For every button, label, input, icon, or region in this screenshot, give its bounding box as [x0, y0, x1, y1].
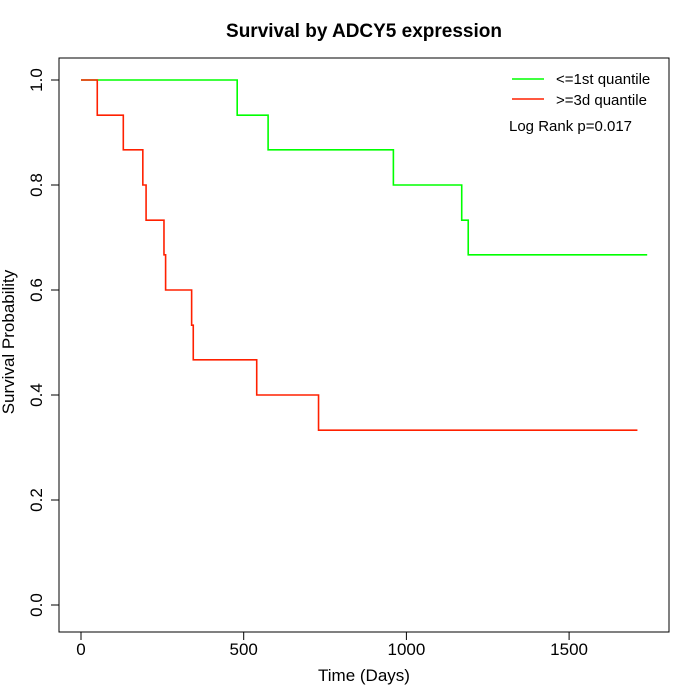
chart-title: Survival by ADCY5 expression: [226, 21, 502, 42]
y-axis-label: Survival Probability: [0, 269, 18, 414]
series-line-lower-quantile: [81, 79, 648, 256]
x-axis-label: Time (Days): [318, 666, 410, 685]
y-tick-label: 0.6: [27, 278, 46, 302]
x-tick-label: 1000: [387, 640, 425, 659]
y-tick-label: 0.8: [27, 173, 46, 197]
series-line-upper-quantile: [81, 79, 638, 431]
series-layer: [81, 79, 648, 431]
log-rank-annotation: Log Rank p=0.017: [509, 118, 632, 135]
legend: <=1st quantile >=3d quantile Log Rank p=…: [509, 71, 650, 135]
x-axis: 0 500 1000 1500: [76, 631, 588, 659]
x-tick-label: 0: [76, 640, 85, 659]
y-tick-label: 0.0: [27, 593, 46, 617]
y-axis: 0.0 0.2 0.4 0.6 0.8 1.0: [27, 68, 60, 617]
legend-label-lower-quantile: <=1st quantile: [556, 71, 650, 88]
x-tick-label: 1500: [550, 640, 588, 659]
y-tick-label: 1.0: [27, 68, 46, 92]
plot-frame: [58, 57, 670, 633]
y-tick-label: 0.2: [27, 488, 46, 512]
legend-label-upper-quantile: >=3d quantile: [556, 92, 647, 109]
y-tick-label: 0.4: [27, 383, 46, 407]
x-tick-label: 500: [230, 640, 258, 659]
